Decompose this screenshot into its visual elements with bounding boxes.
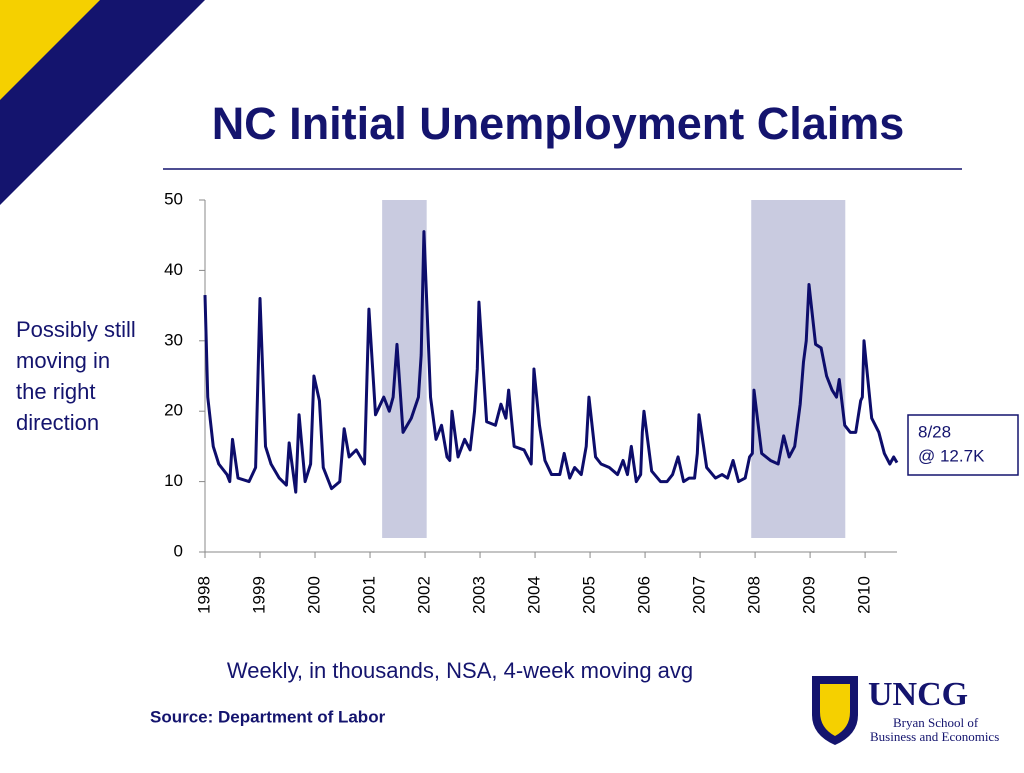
x-tick-label: 2005: [580, 576, 599, 614]
logo: UNCG Bryan School of Business and Econom…: [812, 676, 999, 745]
x-tick-label: 2009: [800, 576, 819, 614]
x-tick-label: 2004: [525, 576, 544, 614]
x-tick-label: 2002: [415, 576, 434, 614]
logo-line: Bryan School of: [893, 715, 979, 730]
corner-navy: [0, 0, 205, 205]
x-tick-label: 2010: [855, 576, 874, 614]
claims-line: [203, 230, 899, 494]
callout-line: 8/28: [918, 422, 951, 441]
logo-name: UNCG: [868, 676, 968, 713]
y-tick-label: 30: [164, 330, 183, 349]
y-tick-label: 0: [174, 541, 183, 560]
logo-inner: [820, 684, 850, 736]
annotation-box: Possibly still moving in the right direc…: [16, 317, 136, 435]
source: Source: Department of Labor: [150, 707, 386, 726]
x-tick-label: 2000: [305, 576, 324, 614]
x-tick-label: 2001: [360, 576, 379, 614]
x-tick-label: 1999: [249, 576, 268, 614]
y-tick-label: 40: [164, 260, 183, 279]
callout-box: [907, 414, 1019, 476]
callout-line: @ 12.7K: [918, 446, 985, 465]
title: NC Initial Unemployment Claims: [212, 98, 905, 149]
y-tick-label: 50: [164, 189, 183, 208]
annotation: Possibly still moving in the right direc…: [16, 317, 136, 435]
x-tick-label: 2007: [690, 576, 709, 614]
recession-band: [751, 200, 846, 538]
subtitle: Weekly, in thousands, NSA, 4-week moving…: [227, 658, 693, 683]
y-tick-label: 10: [164, 471, 183, 490]
x-tick-label: 2008: [745, 576, 764, 614]
x-tick-label: 2006: [635, 576, 654, 614]
x-tick-label: 1998: [194, 576, 213, 614]
corner-gold: [0, 0, 100, 100]
logo-line: Business and Economics: [870, 729, 999, 744]
x-tick-label: 2003: [470, 576, 489, 614]
y-tick-label: 20: [164, 401, 183, 420]
